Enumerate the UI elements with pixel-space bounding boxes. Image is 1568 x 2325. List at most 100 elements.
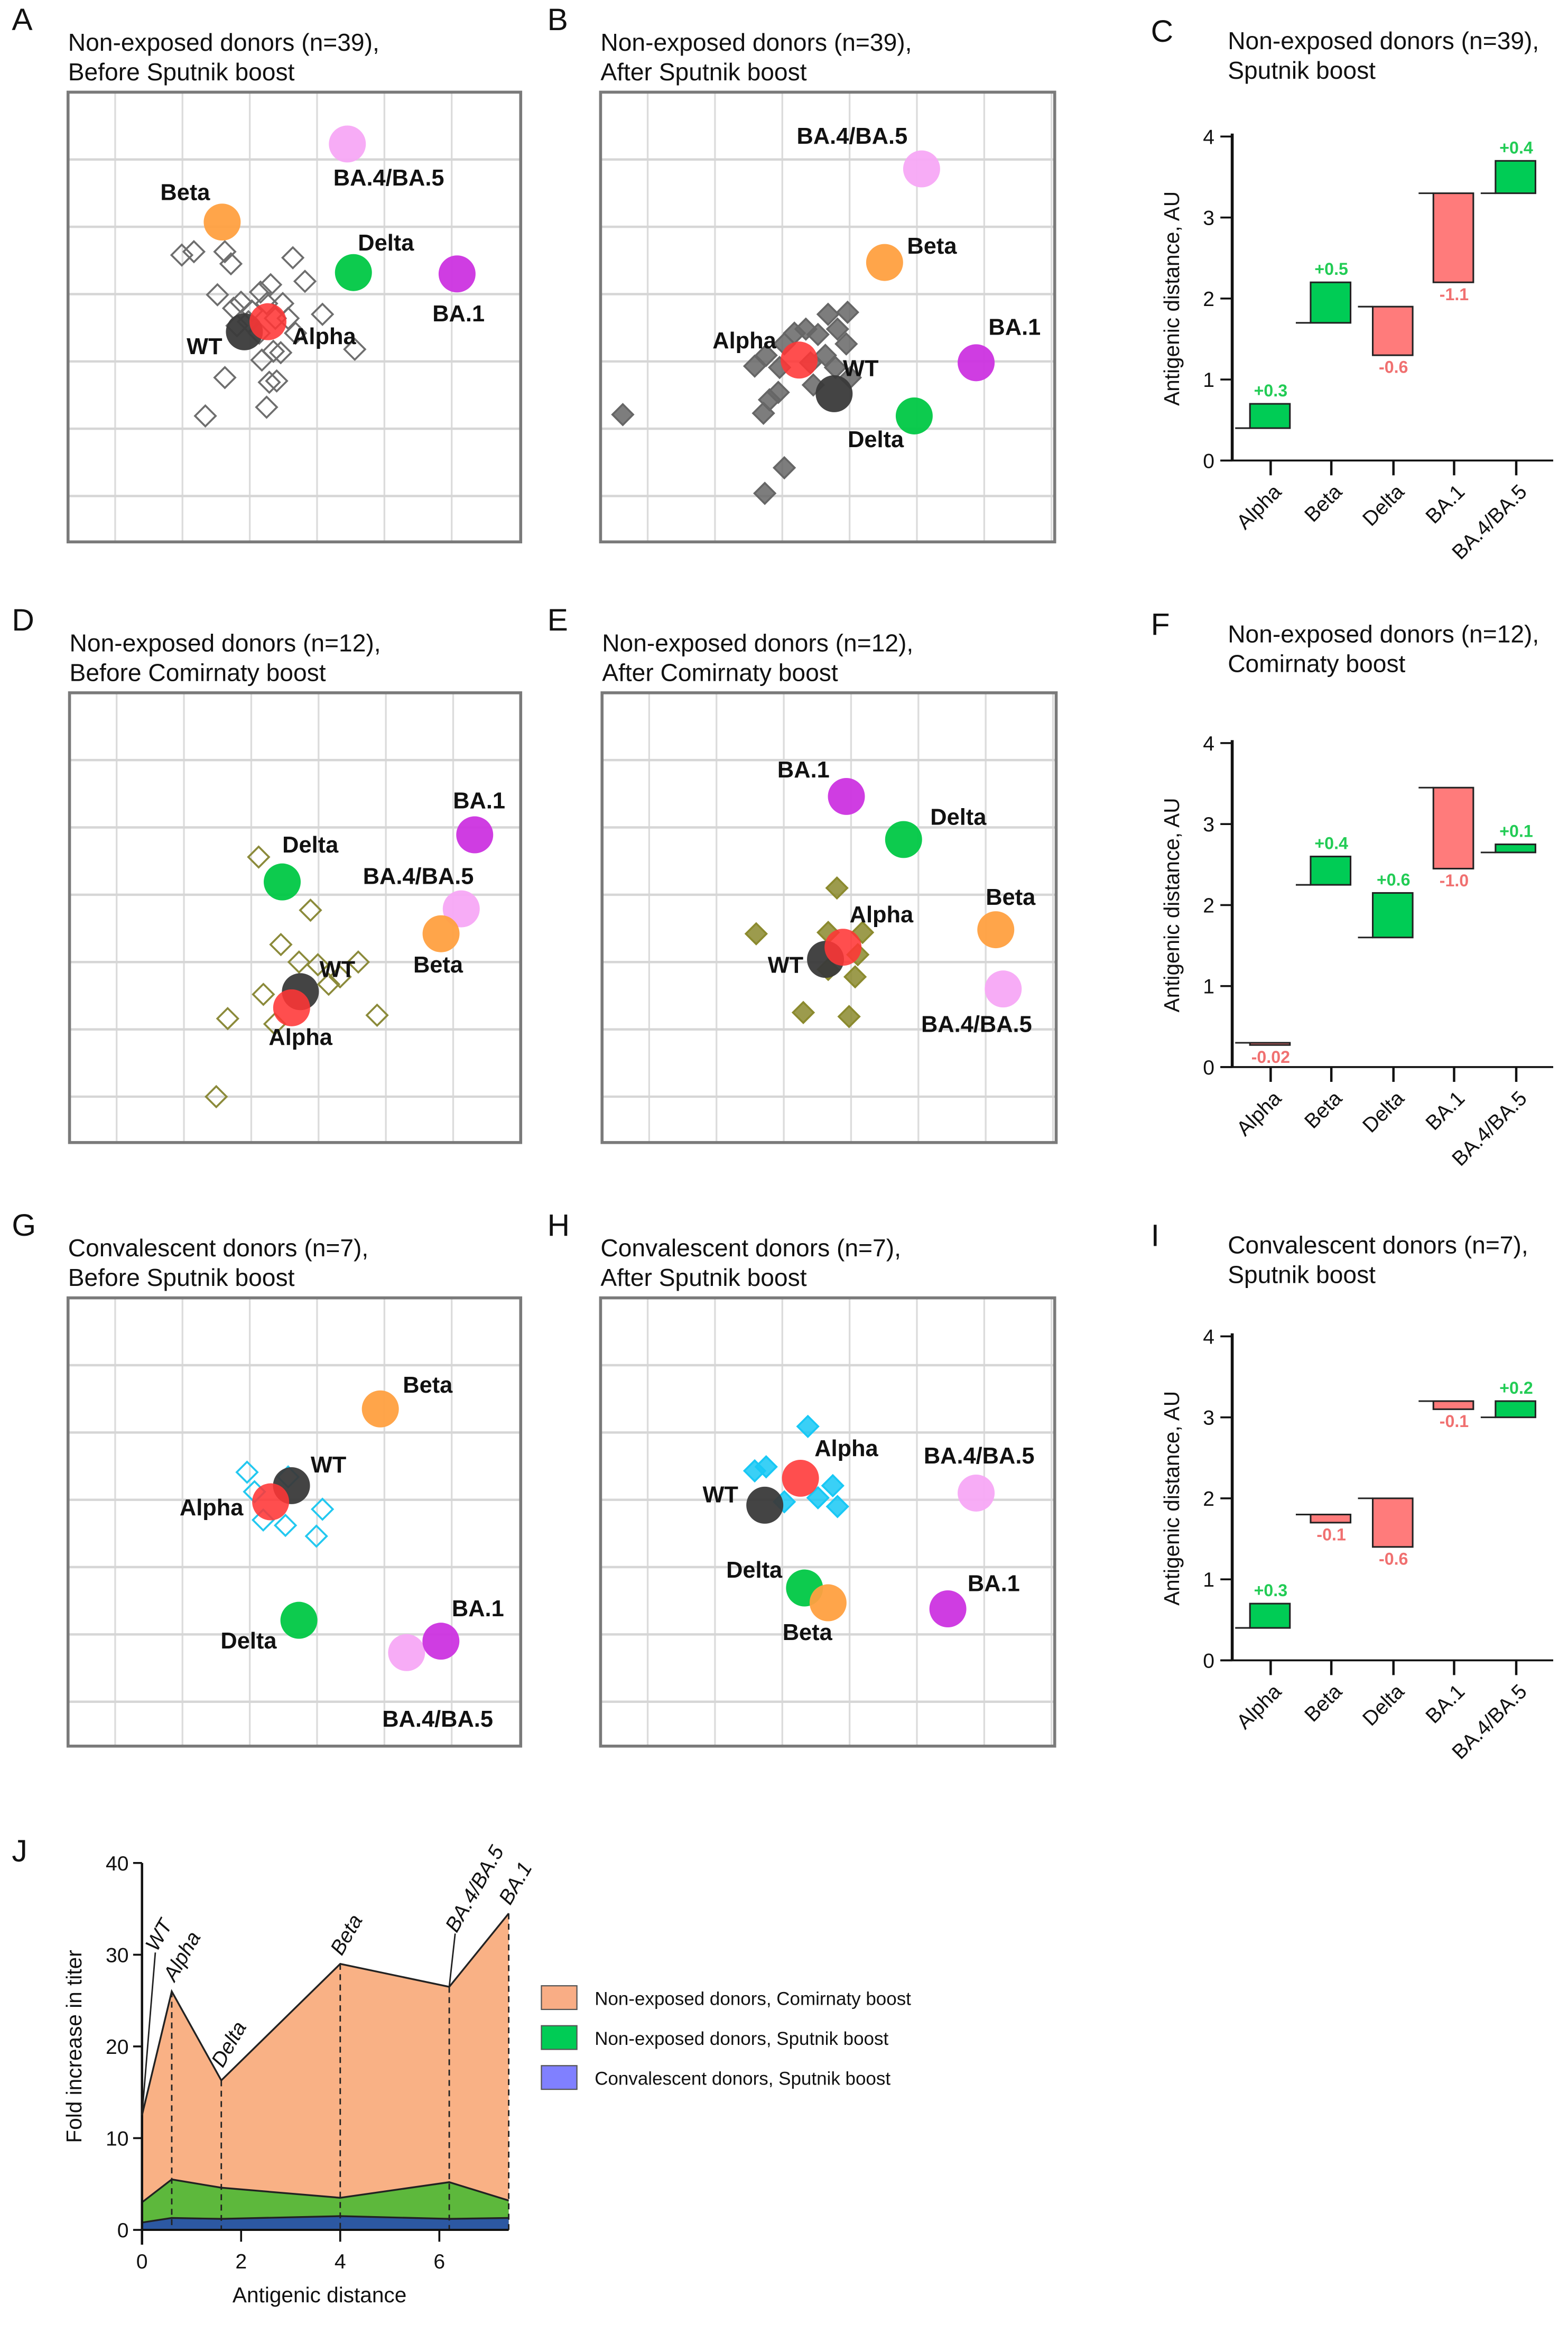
waterfall-panel-c: C Non-exposed donors (n=39), Sputnik boost… <box>1151 14 1554 564</box>
y-axis-label: Antigenic distance, AU <box>1159 191 1184 406</box>
increase-bar <box>1310 855 1352 886</box>
map-panel-b: B Non-exposed donors (n=39),After Sputnik… <box>548 3 1056 544</box>
serum-diamond <box>806 1486 830 1510</box>
legend-label: Non-exposed donors, Sputnik boost <box>595 2028 888 2049</box>
antigen-delta <box>895 397 933 434</box>
x-tick-label: Alpha <box>1232 480 1286 534</box>
antigen-ba-4-ba-5 <box>985 970 1022 1008</box>
y-tick-label: 1 <box>1203 369 1214 392</box>
panel-title-line1: Non-exposed donors (n=12), <box>1228 620 1539 648</box>
antigen-ba-4-ba-5 <box>388 1634 425 1671</box>
antigen-label: Alpha <box>292 324 356 349</box>
y-tick-label: 2 <box>1203 1488 1214 1511</box>
decrease-bar <box>1371 305 1414 356</box>
legend-label: Convalescent donors, Sputnik boost <box>595 2069 890 2089</box>
y-tick-label: 3 <box>1203 813 1214 836</box>
antigen-label: BA.4/BA.5 <box>363 864 474 889</box>
area-panel-j: J 0 10 20 30 40 0 2 4 6 Antigenic distance Fold inc… <box>12 1834 911 2307</box>
panel-title-line1: Non-exposed donors (n=12), <box>602 629 913 656</box>
antigen-ba-1 <box>456 816 494 854</box>
serum-diamond <box>744 922 768 946</box>
panel-letter: H <box>548 1208 570 1243</box>
panel-title-line1: Convalescent donors (n=7), <box>1228 1231 1528 1259</box>
serum-diamond <box>235 1460 259 1484</box>
antigen-label: Beta <box>403 1373 453 1398</box>
y-tick-label: 30 <box>106 1944 129 1967</box>
serum-diamond <box>343 337 367 362</box>
y-tick-label: 2 <box>1203 894 1214 917</box>
antigen-label: BA.4/BA.5 <box>382 1707 493 1732</box>
map-panel-d: D Non-exposed donors (n=12), Before Comirn… <box>12 603 523 1144</box>
antigen-label: BA.4/BA.5 <box>921 1012 1032 1038</box>
increase-bar <box>1495 160 1536 194</box>
variant-leader-line <box>448 1933 456 1987</box>
map-frame <box>600 691 1058 1144</box>
antigen-label: Delta <box>726 1558 783 1583</box>
serum-diamond <box>206 283 229 307</box>
x-tick-label: 2 <box>235 2250 247 2273</box>
antigen-label: Beta <box>160 180 210 205</box>
map-frame <box>66 90 523 544</box>
change-label: +0.4 <box>1314 834 1348 853</box>
map-panel-h: H Convalescent donors (n=7),After Sputnik… <box>548 1208 1056 1748</box>
serum-diamond <box>248 280 273 304</box>
change-label: +0.5 <box>1314 260 1348 279</box>
change-label: -0.1 <box>1316 1525 1346 1544</box>
panel-title-line1: Non-exposed donors (n=39), <box>600 29 912 56</box>
serum-diamond <box>843 965 867 989</box>
variant-leader-line <box>141 1952 156 2116</box>
area-outline-0 <box>141 1913 509 2116</box>
x-tick-label: BA.1 <box>1422 1087 1469 1134</box>
serum-diamond <box>837 1005 861 1029</box>
antigen-delta <box>335 254 372 291</box>
increase-bar <box>1249 1603 1291 1629</box>
antigen-label: Delta <box>220 1628 277 1654</box>
x-tick-label: Delta <box>1358 480 1408 531</box>
variant-label: WT <box>141 1914 178 1955</box>
y-tick-label: 0 <box>1203 1057 1214 1079</box>
serum-diamond <box>310 1497 335 1521</box>
serum-diamond <box>250 348 274 372</box>
waterfall-panel-i: I Convalescent donors (n=7),Sputnik boost… <box>1151 1219 1554 1764</box>
serum-diamond <box>753 481 777 505</box>
panel-title-line2: After Comirnaty boost <box>602 659 838 686</box>
antigen-alpha <box>781 341 818 379</box>
y-tick-label: 0 <box>1203 450 1214 473</box>
serum-diamond <box>257 370 281 394</box>
serum-diamond <box>293 270 317 293</box>
serum-diamond <box>265 369 289 393</box>
antigen-beta <box>422 915 460 952</box>
antigen-label: WT <box>702 1483 738 1508</box>
serum-diamond <box>754 344 778 367</box>
increase-bar <box>1371 892 1414 939</box>
antigen-label: BA.4/BA.5 <box>333 165 444 191</box>
serum-diamond <box>834 332 858 356</box>
variant-label: Beta <box>326 1911 367 1959</box>
antigen-alpha <box>273 989 310 1026</box>
serum-diamond <box>287 950 311 974</box>
serum-diamond <box>193 404 217 428</box>
serum-diamond <box>170 243 194 267</box>
panel-title-line2: After Sputnik boost <box>600 1264 806 1291</box>
decrease-bar <box>1371 1497 1414 1548</box>
serum-diamond <box>796 1414 820 1439</box>
x-tick-label: Alpha <box>1232 1680 1286 1734</box>
x-tick-label: Beta <box>1301 1680 1347 1727</box>
change-label: +0.6 <box>1377 870 1411 889</box>
antigen-ba-4-ba-5 <box>442 890 480 928</box>
serum-diamond <box>247 845 271 869</box>
antigen-label: BA.1 <box>432 301 485 327</box>
serum-diamond <box>213 366 237 390</box>
serum-diamond <box>766 381 790 404</box>
antigen-alpha <box>782 1459 819 1497</box>
legend-swatch <box>541 2065 578 2090</box>
panel-title-line2: Comirnaty boost <box>1228 650 1405 678</box>
antigen-beta <box>977 911 1015 949</box>
y-axis-label: Antigenic distance, AU <box>1159 798 1184 1012</box>
map-panel-a: A Non-exposed donors (n=39),Before Sputni… <box>12 3 523 544</box>
antigen-label: WT <box>768 953 804 978</box>
antigen-ba-4-ba-5 <box>903 150 940 188</box>
antigen-ba-4-ba-5 <box>958 1474 995 1512</box>
decrease-bar <box>1432 1400 1474 1410</box>
panel-letter: B <box>548 3 568 37</box>
